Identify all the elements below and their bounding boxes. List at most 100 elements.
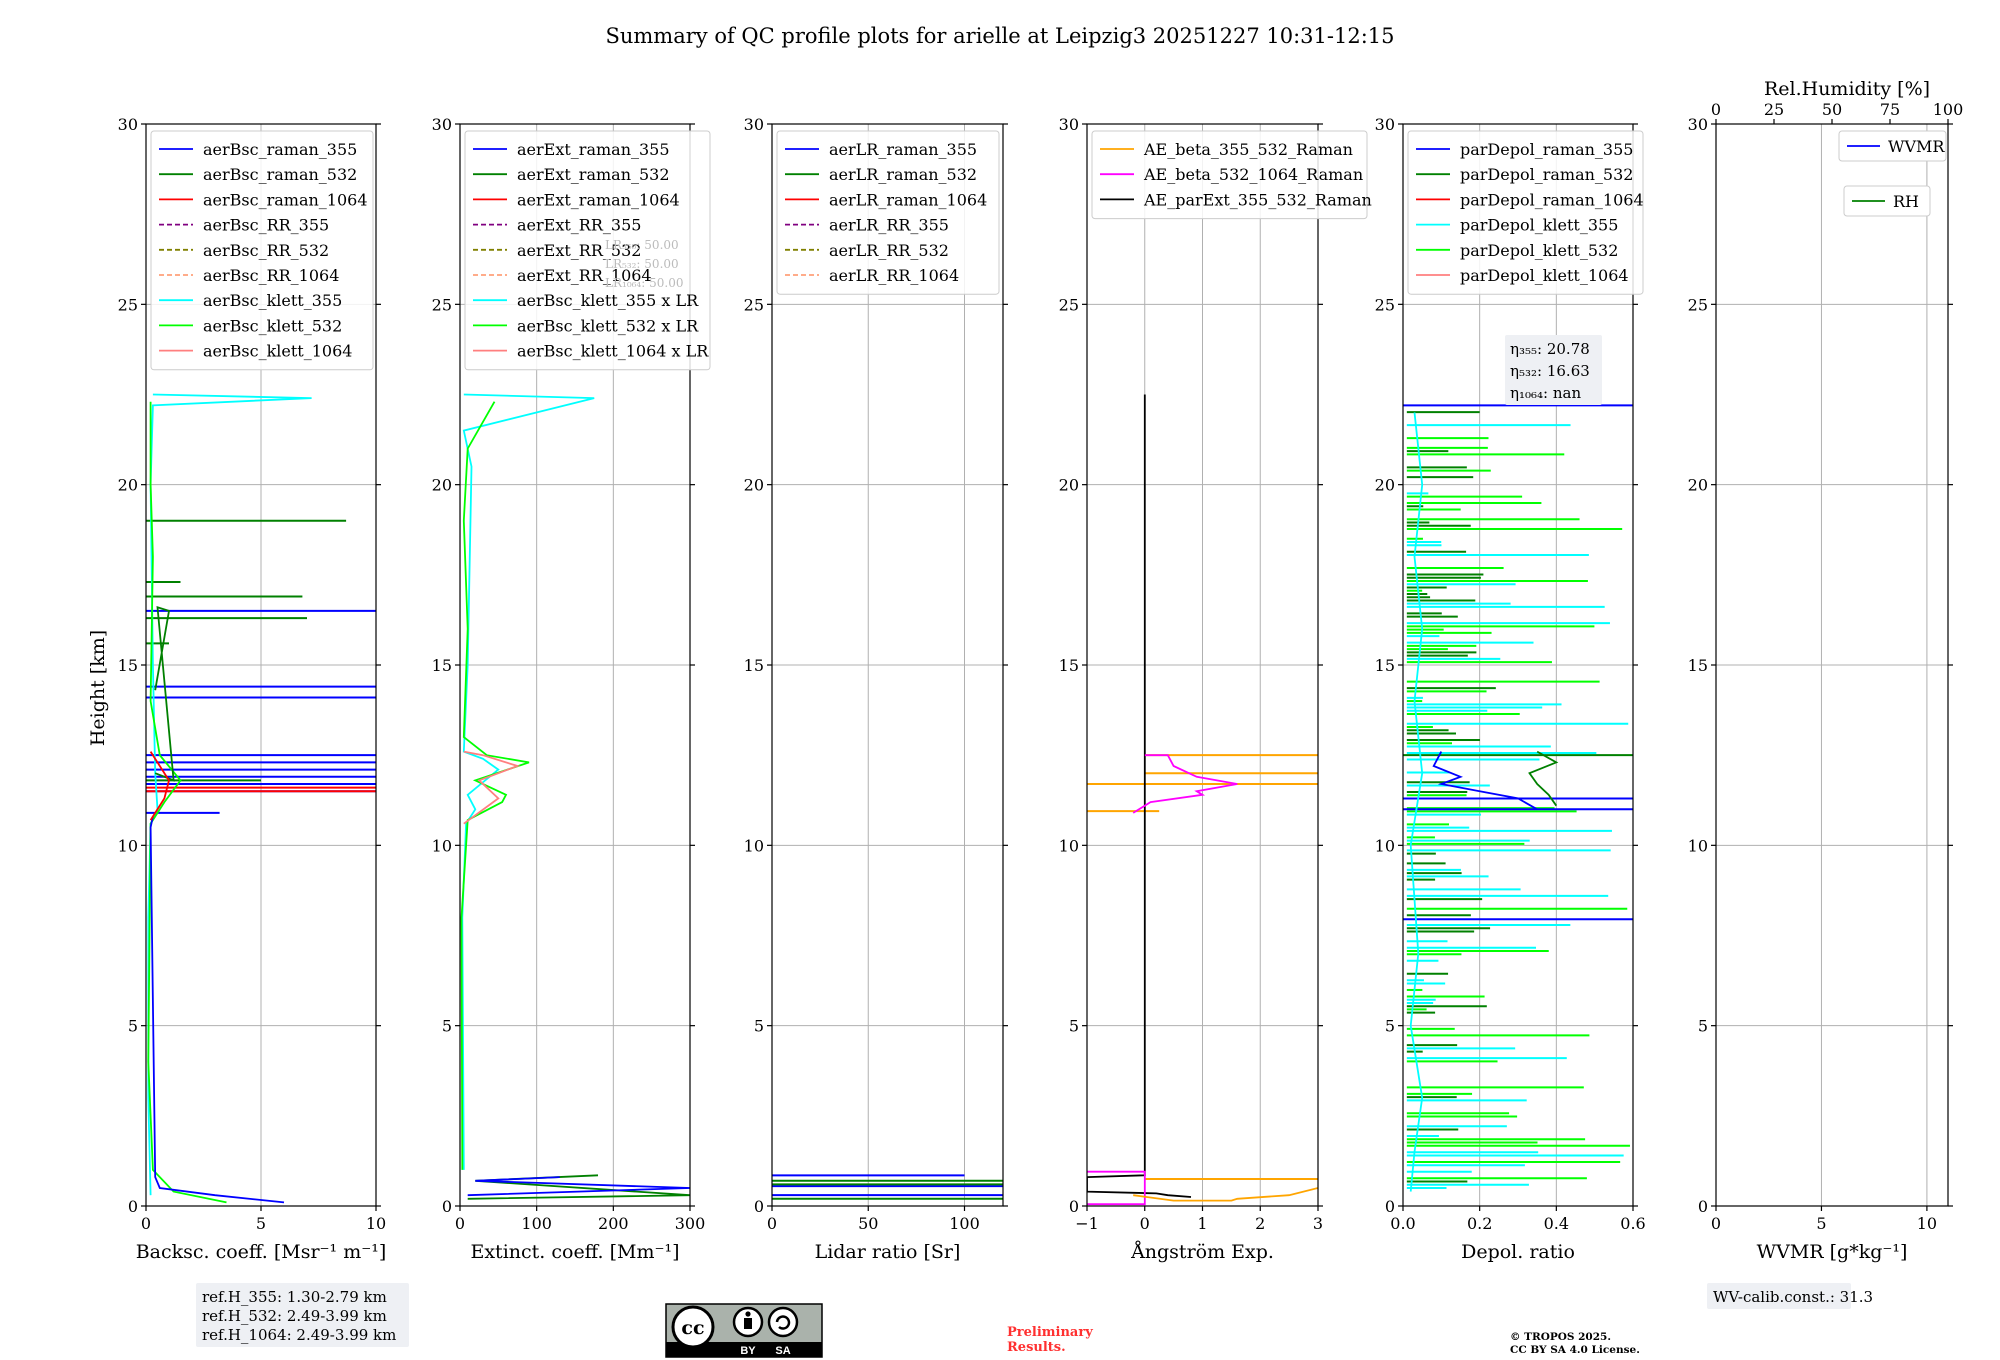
ref-height-355: ref.H_355: 1.30-2.79 km (202, 1288, 387, 1306)
y-tick-label: 25 (744, 295, 764, 314)
y-tick-label: 15 (1688, 656, 1708, 675)
eta-annotation-text: η₁₀₆₄: nan (1510, 384, 1581, 402)
y-tick-label: 5 (442, 1017, 452, 1036)
wv-calib-box (1707, 1283, 1851, 1309)
legend-label: aerBsc_RR_532 (203, 241, 329, 260)
y-tick-label: 5 (1069, 1017, 1079, 1036)
y-tick-label: 0 (1698, 1197, 1708, 1216)
lr-annotation: LR₃₅₅: 50.00 LR₅₃₂: 50.00 LR₁₀₆₄: 50.00 (605, 238, 683, 290)
lr-annotation-text: LR₃₅₅: 50.00 (605, 238, 679, 252)
y-tick-label: 0 (1385, 1197, 1395, 1216)
legend-label: aerBsc_klett_532 (203, 316, 342, 335)
x-tick-label: 200 (598, 1214, 629, 1233)
ref-height-1064: ref.H_1064: 2.49-3.99 km (202, 1326, 396, 1344)
y-tick-label: 10 (118, 836, 138, 855)
y-tick-label: 25 (1688, 295, 1708, 314)
top-x-tick-label: 25 (1764, 100, 1784, 119)
y-tick-label: 10 (432, 836, 452, 855)
legend-label: aerExt_RR_1064 (517, 266, 652, 285)
ref-height-532: ref.H_532: 2.49-3.99 km (202, 1307, 387, 1325)
y-tick-label: 10 (1375, 836, 1395, 855)
data-layer (1403, 404, 1633, 1192)
legend-label: aerBsc_klett_355 x LR (517, 291, 699, 310)
legend-label: AE_beta_532_1064_Raman (1143, 165, 1363, 184)
y-tick-label: 20 (432, 476, 452, 495)
legend-label: aerBsc_RR_1064 (203, 266, 339, 285)
x-tick-label: 5 (1816, 1214, 1826, 1233)
y-tick-label: 20 (1688, 476, 1708, 495)
legend-label: RH (1893, 192, 1919, 211)
legend-label: aerExt_raman_1064 (517, 190, 680, 209)
y-tick-label: 15 (1059, 656, 1079, 675)
top-x-tick-label: 50 (1822, 100, 1842, 119)
legend-label: aerLR_RR_532 (829, 241, 949, 260)
x-axis-label: Ångström Exp. (1130, 1241, 1274, 1263)
legend-label: parDepol_klett_355 (1460, 216, 1618, 235)
copyright-line2: CC BY SA 4.0 License. (1510, 1344, 1640, 1356)
legend-label: aerLR_raman_532 (829, 165, 977, 184)
legend-label: parDepol_raman_1064 (1460, 190, 1644, 209)
y-axis-label: Height [km] (87, 630, 109, 746)
series-aerbsc-klett-355 (147, 393, 312, 1196)
data-layer (1087, 394, 1318, 1206)
legend-box (150, 130, 374, 371)
x-tick-label: −1 (1075, 1214, 1099, 1233)
y-tick-label: 15 (432, 656, 452, 675)
legend-label: WVMR (1888, 137, 1945, 156)
series-ae-parext-355-532-raman (1087, 394, 1192, 1198)
y-tick-label: 0 (1069, 1197, 1079, 1216)
x-tick-label: 0.6 (1620, 1214, 1645, 1233)
panel-dep: 0 5 10 15 20 25 30 0.0 0.2 0.4 0.6 Depol. ratio parD… (1375, 115, 1646, 1263)
legend-label: parDepol_raman_532 (1460, 165, 1633, 184)
data-layer (772, 1174, 1003, 1200)
legend-label: aerLR_RR_1064 (829, 266, 959, 285)
legend: aerLR_raman_355 aerLR_raman_532 aerLR_rama… (776, 130, 1000, 295)
series-aerbsc-klett-532 (147, 401, 227, 1204)
x-tick-label: 5 (256, 1214, 266, 1233)
x-tick-label: 0.2 (1467, 1214, 1492, 1233)
legend-label: parDepol_klett_1064 (1460, 266, 1629, 285)
legend: aerBsc_raman_355 aerBsc_raman_532 aerBsc_r… (150, 130, 374, 371)
eta-annotation-text: η₃₅₅: 20.78 (1510, 340, 1590, 358)
y-tick-label: 20 (118, 476, 138, 495)
data-layer (460, 393, 690, 1200)
y-tick-label: 10 (1688, 836, 1708, 855)
legend-label: aerExt_raman_355 (517, 140, 670, 159)
legend-label: aerBsc_raman_532 (203, 165, 357, 184)
y-tick-label: 0 (442, 1197, 452, 1216)
x-tick-label: 0 (767, 1214, 777, 1233)
x-tick-label: 0.4 (1544, 1214, 1569, 1233)
top-axis-label: Rel.Humidity [%] (1764, 78, 1930, 100)
y-tick-label: 25 (1059, 295, 1079, 314)
data-layer (146, 393, 376, 1204)
series-aerbsc-raman-1064 (149, 751, 170, 821)
x-tick-label: 300 (675, 1214, 706, 1233)
x-axis-label: Lidar ratio [Sr] (815, 1241, 961, 1263)
x-axis-label: Backsc. coeff. [Msr⁻¹ m⁻¹] (136, 1241, 387, 1263)
legend-label: aerExt_RR_532 (517, 241, 641, 260)
legend-label: AE_parExt_355_532_Raman (1143, 190, 1372, 209)
legend-label: aerBsc_raman_355 (203, 140, 357, 159)
preliminary-note-line2: Results. (1007, 1340, 1066, 1355)
top-x-tick-label: 75 (1880, 100, 1900, 119)
eta-annotation: η₃₅₅: 20.78 η₅₃₂: 16.63 η₁₀₆₄: nan (1505, 335, 1602, 405)
legend-label: aerBsc_klett_1064 (203, 342, 352, 361)
series-pardepol-raman-355 (1432, 751, 1538, 811)
y-tick-label: 10 (744, 836, 764, 855)
series-aerbsc-raman-355 (149, 816, 285, 1204)
y-tick-label: 30 (1059, 115, 1079, 134)
y-tick-label: 5 (128, 1017, 138, 1036)
cc-by-sa-logo: cc BY SA (665, 1303, 823, 1358)
x-tick-label: 3 (1313, 1214, 1323, 1233)
y-tick-label: 0 (128, 1197, 138, 1216)
y-tick-label: 25 (432, 295, 452, 314)
y-tick-label: 0 (754, 1197, 764, 1216)
legend-label: aerLR_raman_355 (829, 140, 977, 159)
legend-label: aerBsc_RR_355 (203, 216, 329, 235)
y-tick-label: 30 (1375, 115, 1395, 134)
legend-label: AE_beta_355_532_Raman (1143, 140, 1353, 159)
wv-calib-text: WV-calib.const.: 31.3 (1713, 1288, 1873, 1306)
copyright-line1: © TROPOS 2025. (1510, 1331, 1611, 1343)
